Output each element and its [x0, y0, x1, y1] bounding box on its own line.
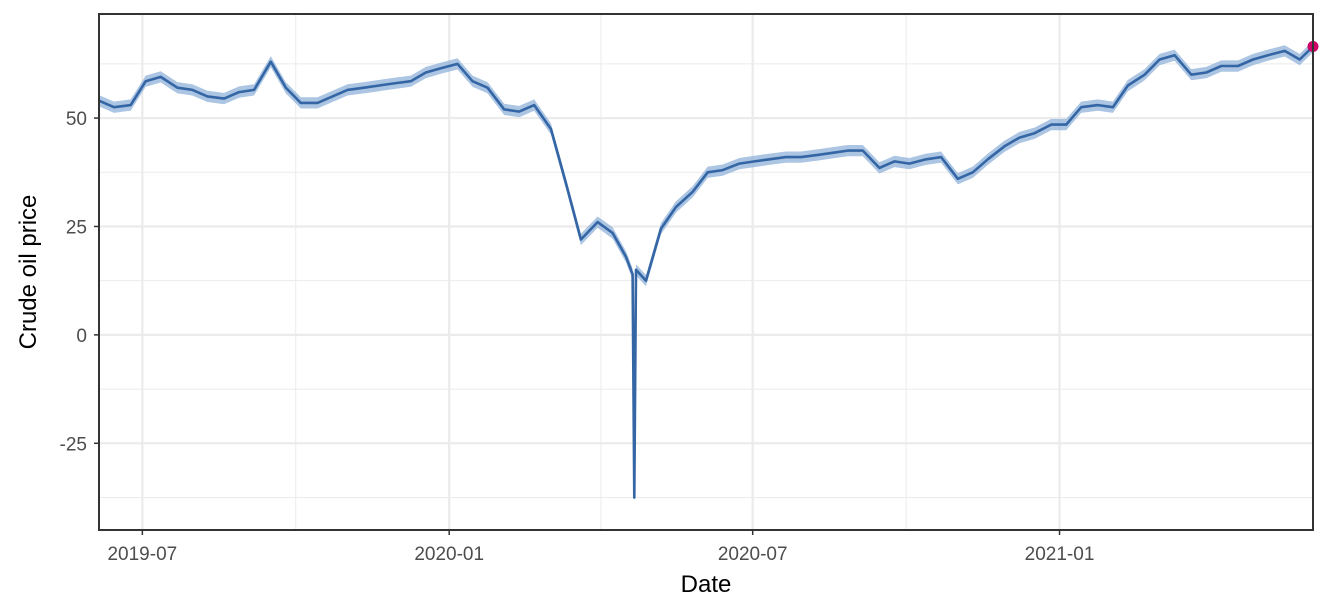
- plot-background: [99, 14, 1313, 530]
- y-tick-label: 0: [76, 326, 87, 347]
- x-tick-label: 2019-07: [107, 544, 177, 565]
- y-tick-label: 50: [66, 109, 87, 130]
- price-line: [98, 45, 1314, 499]
- y-axis-ticks: 50 25 0 -25: [60, 109, 99, 455]
- x-axis-ticks: 2019-07 2020-01 2020-07 2021-01: [107, 530, 1094, 565]
- y-tick-label: 25: [66, 217, 87, 238]
- x-axis-title: Date: [681, 571, 732, 598]
- x-tick-label: 2021-01: [1025, 544, 1095, 565]
- y-tick-label: -25: [60, 434, 87, 455]
- x-tick-label: 2020-01: [414, 544, 484, 565]
- y-axis-title: Crude oil price: [15, 195, 42, 350]
- x-tick-label: 2020-07: [718, 544, 788, 565]
- plot-frame: [98, 13, 1314, 531]
- major-gridlines: [99, 14, 1313, 530]
